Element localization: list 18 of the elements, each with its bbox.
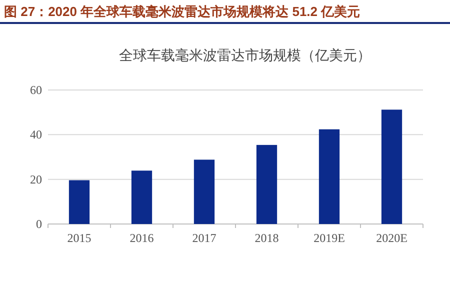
x-tick-label: 2019E [314,231,345,245]
chart-subtitle: 全球车载毫米波雷达市场规模（亿美元） [119,48,371,64]
y-tick-label: 20 [30,172,42,186]
x-tick-label: 2017 [192,231,216,245]
x-tick-label: 2015 [67,231,92,245]
bar [256,144,278,224]
x-tick-label: 2018 [254,231,279,245]
bar [68,180,90,224]
bar [381,110,402,224]
x-tick-label: 2016 [130,231,154,245]
bar [131,170,152,224]
chart-title: 图 27：2020 年全球车载毫米波雷达市场规模将达 51.2 亿美元 [4,4,360,19]
bar [194,160,215,224]
y-tick-label: 40 [30,128,42,142]
bar [318,129,340,224]
y-tick-label: 0 [36,217,42,231]
x-tick-label: 2020E [376,231,408,245]
y-tick-label: 60 [30,83,42,97]
